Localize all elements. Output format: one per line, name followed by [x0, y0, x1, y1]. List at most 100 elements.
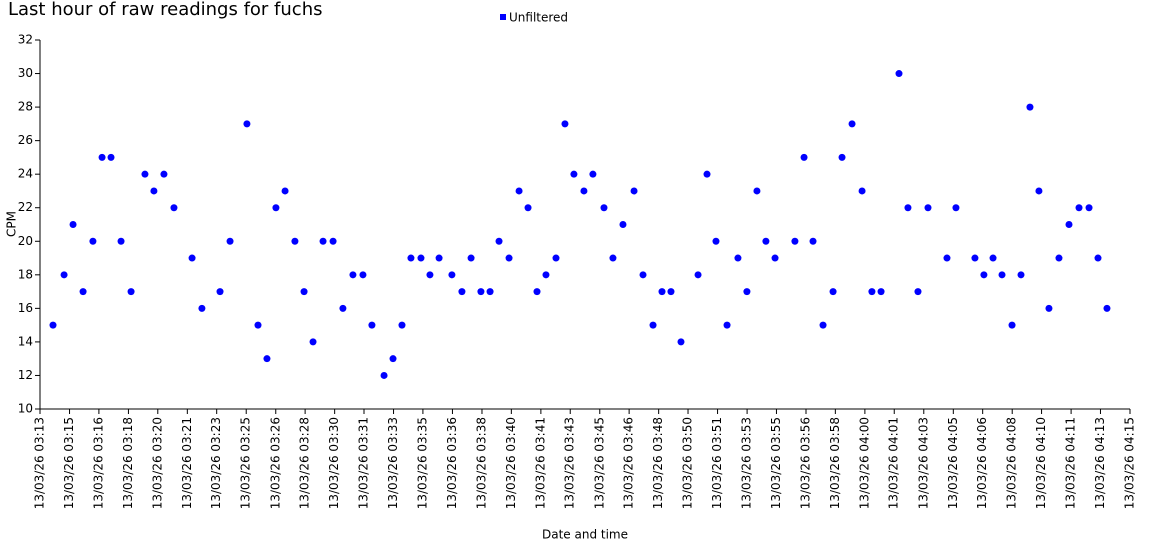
data-point	[309, 338, 317, 346]
data-point	[368, 321, 376, 329]
x-tick-label: 13/03/26 03:58	[828, 417, 842, 509]
data-point	[723, 321, 731, 329]
data-point	[60, 271, 68, 279]
data-point	[188, 254, 196, 262]
x-tick-label: 13/03/26 03:28	[298, 417, 312, 509]
data-point	[561, 120, 569, 128]
data-point	[589, 170, 597, 178]
legend-swatch	[500, 14, 506, 20]
data-point	[486, 288, 494, 296]
data-point	[998, 271, 1006, 279]
x-tick-label: 13/03/26 03:35	[415, 417, 429, 509]
data-point	[658, 288, 666, 296]
data-point	[619, 221, 627, 228]
data-point	[458, 288, 466, 296]
data-point	[398, 321, 406, 329]
data-point	[924, 204, 932, 212]
x-tick-label: 13/03/26 04:10	[1034, 417, 1048, 509]
data-point	[904, 204, 912, 212]
data-point	[98, 153, 106, 161]
data-point	[1008, 321, 1016, 329]
data-point	[819, 321, 827, 329]
data-point	[743, 288, 751, 296]
data-point	[712, 237, 720, 245]
data-point	[1075, 204, 1083, 212]
data-point	[141, 170, 149, 178]
chart-title: Last hour of raw readings for fuchs	[8, 0, 322, 20]
x-tick-label: 13/03/26 03:21	[180, 417, 194, 509]
data-point	[630, 187, 638, 195]
y-tick-label: 32	[18, 33, 33, 47]
x-tick-label: 13/03/26 03:36	[445, 417, 459, 509]
y-axis-label: CPM	[5, 211, 19, 237]
x-tick-label: 13/03/26 03:26	[268, 417, 282, 509]
data-point	[800, 153, 808, 161]
data-point	[791, 237, 799, 245]
x-tick-label: 13/03/26 03:15	[62, 417, 76, 509]
data-point	[505, 254, 513, 262]
data-point	[1065, 221, 1073, 228]
data-point	[533, 288, 541, 296]
data-point	[914, 288, 922, 296]
data-point	[49, 321, 57, 329]
data-point	[762, 237, 770, 245]
data-point	[170, 204, 178, 212]
x-tick-label: 13/03/26 03:46	[622, 417, 636, 509]
data-point	[639, 271, 647, 279]
data-point	[467, 254, 475, 262]
y-tick-label: 28	[18, 100, 33, 114]
x-tick-label: 13/03/26 03:20	[150, 417, 164, 509]
data-point	[1045, 304, 1053, 312]
x-tick-label: 13/03/26 03:53	[740, 417, 754, 509]
x-tick-label: 13/03/26 03:38	[474, 417, 488, 509]
data-point	[771, 254, 779, 262]
data-point	[524, 204, 532, 212]
x-tick-label: 13/03/26 03:45	[592, 417, 606, 509]
x-tick-label: 13/03/26 03:50	[681, 417, 695, 509]
data-point	[263, 355, 271, 363]
y-tick-label: 22	[18, 200, 33, 214]
data-point	[329, 237, 337, 245]
data-point	[580, 187, 588, 195]
x-tick-label: 13/03/26 03:16	[91, 417, 105, 509]
x-tick-label: 13/03/26 03:48	[651, 417, 665, 509]
data-point	[272, 204, 280, 212]
data-point	[79, 288, 87, 296]
data-point	[349, 271, 357, 279]
data-point	[407, 254, 415, 262]
legend-label: Unfiltered	[509, 11, 568, 25]
data-point	[677, 338, 685, 346]
y-tick-label: 26	[18, 133, 33, 147]
data-point	[417, 254, 425, 262]
x-tick-label: 13/03/26 04:08	[1005, 417, 1019, 509]
x-tick-label: 13/03/26 03:13	[33, 417, 47, 509]
x-tick-label: 13/03/26 03:43	[563, 417, 577, 509]
x-tick-label: 13/03/26 04:13	[1093, 417, 1107, 509]
x-tick-label: 13/03/26 04:15	[1123, 417, 1137, 509]
data-point	[734, 254, 742, 262]
data-point	[226, 237, 234, 245]
data-point	[895, 70, 903, 78]
x-tick-label: 13/03/26 03:30	[327, 417, 341, 509]
data-point	[694, 271, 702, 279]
x-tick-label: 13/03/26 03:41	[533, 417, 547, 509]
x-tick-label: 13/03/26 03:18	[121, 417, 135, 509]
data-point	[477, 288, 485, 296]
data-point	[703, 170, 711, 178]
data-point	[359, 271, 367, 279]
data-point	[542, 271, 550, 279]
x-tick-label: 13/03/26 04:05	[946, 417, 960, 509]
data-point	[380, 371, 388, 379]
data-point	[829, 288, 837, 296]
y-tick-label: 20	[18, 234, 33, 248]
data-point	[339, 304, 347, 312]
x-tick-label: 13/03/26 03:31	[357, 417, 371, 509]
data-point	[1085, 204, 1093, 212]
data-point	[300, 288, 308, 296]
x-tick-label: 13/03/26 03:55	[769, 417, 783, 509]
data-point	[254, 321, 262, 329]
data-point	[291, 237, 299, 245]
x-tick-label: 13/03/26 04:01	[887, 417, 901, 509]
data-point	[1055, 254, 1063, 262]
y-tick-label: 30	[18, 66, 33, 80]
